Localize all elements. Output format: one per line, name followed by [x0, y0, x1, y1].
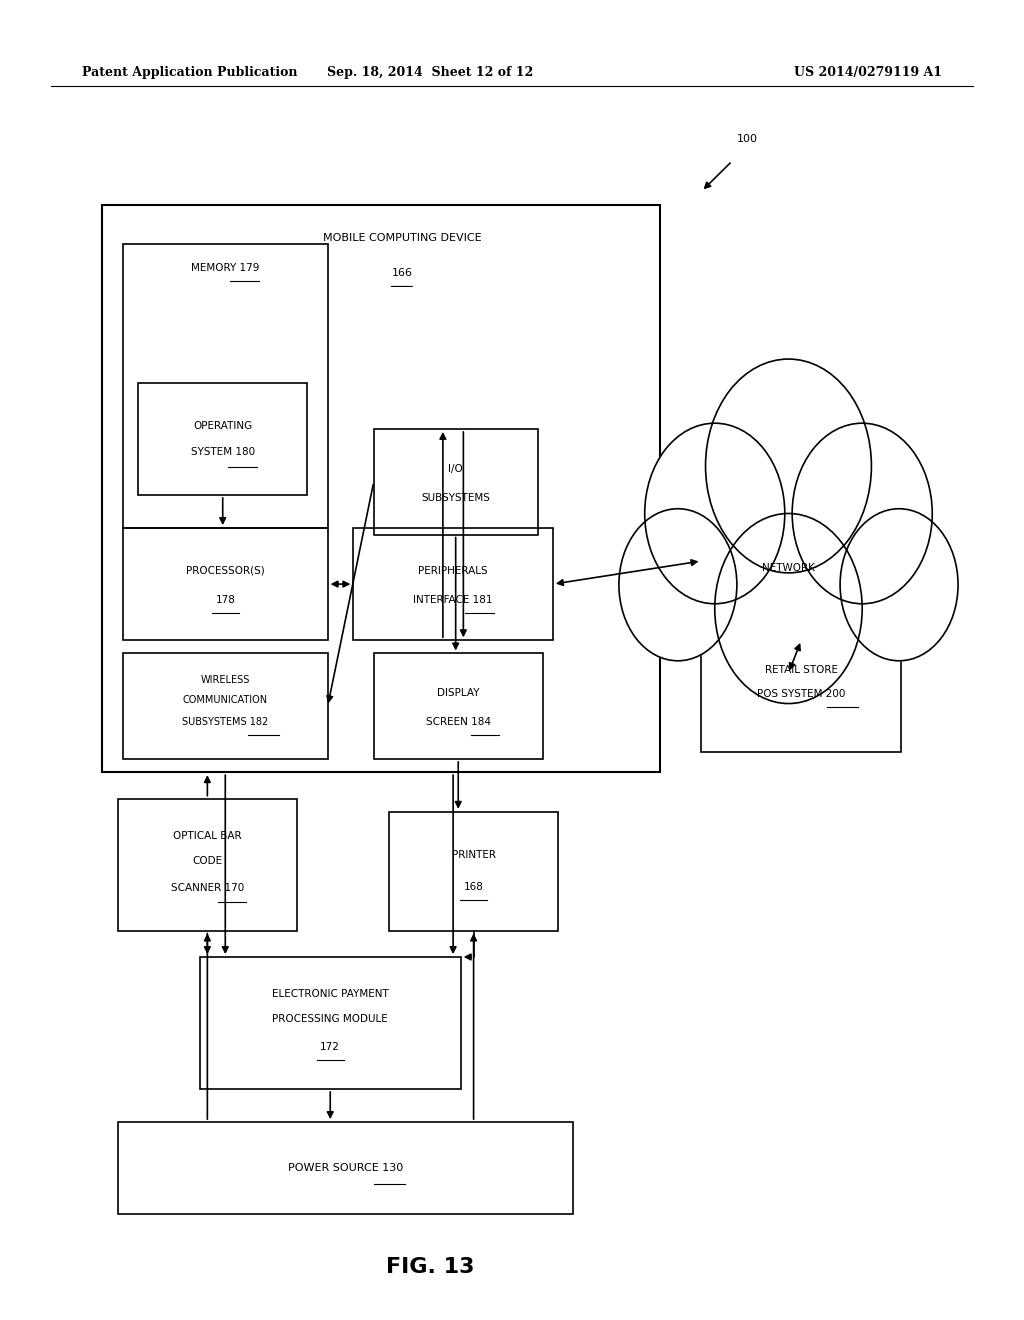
Bar — [353, 528, 553, 640]
Bar — [138, 383, 307, 495]
Text: US 2014/0279119 A1: US 2014/0279119 A1 — [794, 66, 942, 79]
Text: PRINTER: PRINTER — [452, 850, 496, 861]
Circle shape — [645, 424, 784, 603]
Text: Sep. 18, 2014  Sheet 12 of 12: Sep. 18, 2014 Sheet 12 of 12 — [327, 66, 534, 79]
Text: COMMUNICATION: COMMUNICATION — [182, 694, 268, 705]
Bar — [374, 429, 538, 535]
Text: 100: 100 — [737, 133, 758, 144]
Text: POWER SOURCE 130: POWER SOURCE 130 — [288, 1163, 403, 1173]
Text: 166: 166 — [391, 268, 413, 279]
Text: FIG. 13: FIG. 13 — [386, 1257, 474, 1278]
Text: 168: 168 — [464, 882, 483, 892]
Text: WIRELESS: WIRELESS — [201, 675, 250, 685]
Bar — [701, 640, 901, 752]
Text: 178: 178 — [215, 595, 236, 605]
Text: OPTICAL BAR: OPTICAL BAR — [173, 830, 242, 841]
Bar — [118, 799, 297, 931]
Bar — [123, 244, 328, 528]
Circle shape — [793, 424, 932, 603]
Text: INTERFACE 181: INTERFACE 181 — [414, 595, 493, 605]
Text: POS SYSTEM 200: POS SYSTEM 200 — [757, 689, 846, 698]
Text: PROCESSOR(S): PROCESSOR(S) — [186, 566, 264, 576]
Text: MOBILE COMPUTING DEVICE: MOBILE COMPUTING DEVICE — [323, 232, 481, 243]
Text: NETWORK: NETWORK — [762, 562, 815, 573]
Bar — [123, 653, 328, 759]
Text: OPERATING: OPERATING — [194, 421, 252, 430]
Text: DISPLAY: DISPLAY — [437, 688, 479, 698]
Text: SUBSYSTEMS 182: SUBSYSTEMS 182 — [182, 717, 268, 727]
Text: CODE: CODE — [193, 855, 222, 866]
Text: Patent Application Publication: Patent Application Publication — [82, 66, 297, 79]
Text: PERIPHERALS: PERIPHERALS — [419, 566, 487, 576]
Text: SCREEN 184: SCREEN 184 — [426, 717, 490, 727]
Text: SYSTEM 180: SYSTEM 180 — [190, 447, 255, 457]
Text: SUBSYSTEMS: SUBSYSTEMS — [421, 492, 490, 503]
Circle shape — [618, 508, 737, 661]
Bar — [118, 1122, 573, 1214]
Text: ELECTRONIC PAYMENT: ELECTRONIC PAYMENT — [271, 989, 389, 999]
Text: SCANNER 170: SCANNER 170 — [171, 883, 244, 894]
Bar — [123, 528, 328, 640]
Circle shape — [840, 508, 958, 661]
Bar — [200, 957, 461, 1089]
Text: MEMORY 179: MEMORY 179 — [191, 263, 259, 273]
Text: I/O: I/O — [449, 463, 463, 474]
Bar — [102, 205, 660, 772]
Text: PROCESSING MODULE: PROCESSING MODULE — [272, 1014, 388, 1024]
Text: 172: 172 — [321, 1041, 340, 1052]
Circle shape — [706, 359, 871, 573]
Bar — [374, 653, 543, 759]
Bar — [389, 812, 558, 931]
Text: RETAIL STORE: RETAIL STORE — [765, 665, 838, 675]
Circle shape — [715, 513, 862, 704]
